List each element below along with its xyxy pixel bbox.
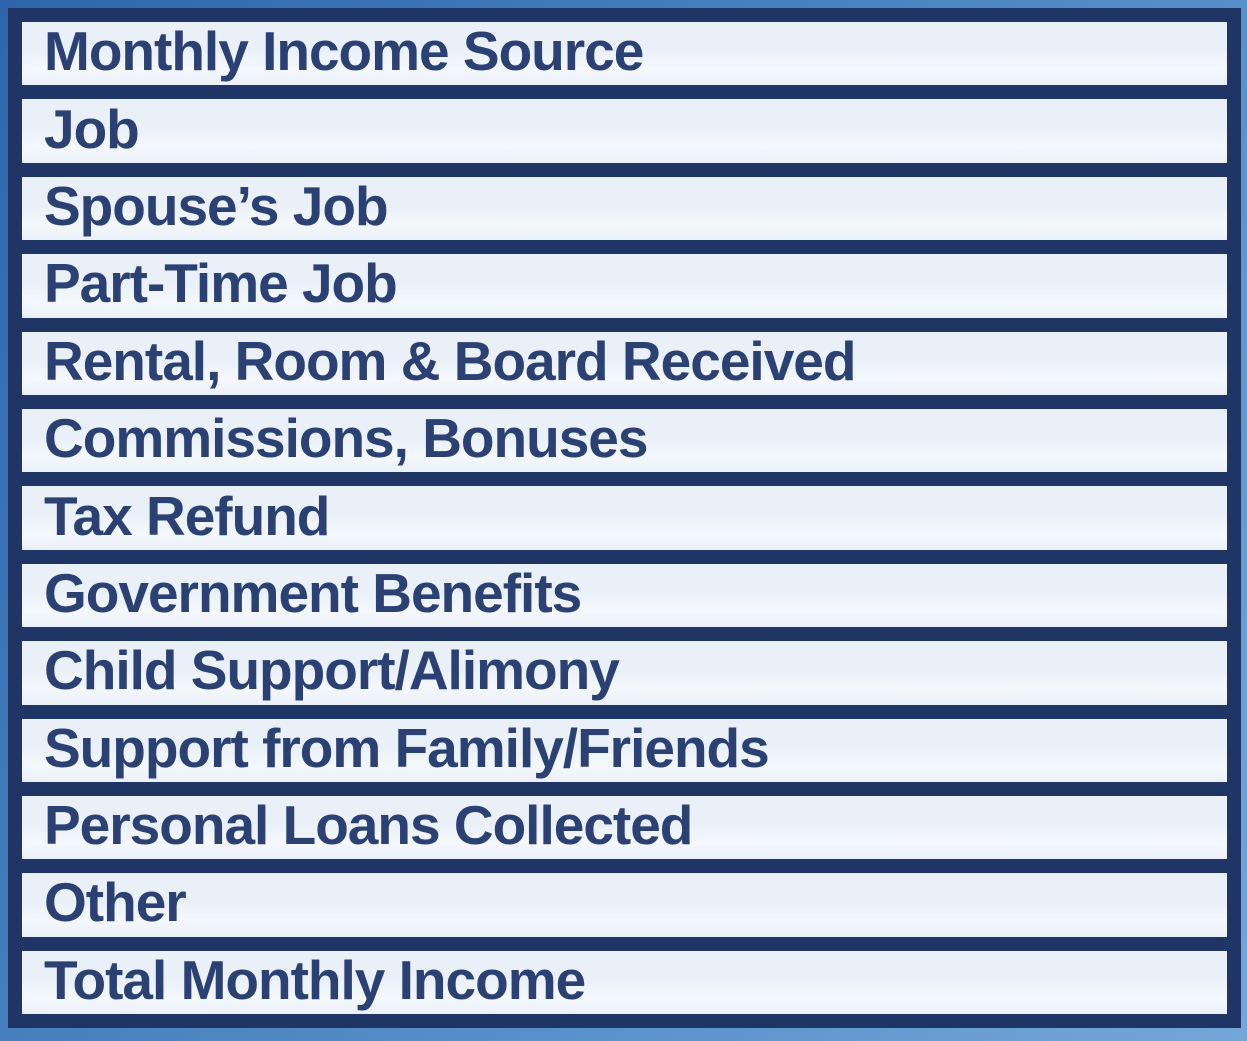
table-row: Spouse’s Job <box>22 176 1227 241</box>
table-row-label: Job <box>44 99 140 160</box>
table-row: Personal Loans Collected <box>22 795 1227 860</box>
table-row-label: Support from Family/Friends <box>44 718 770 779</box>
table-row: Support from Family/Friends <box>22 718 1227 782</box>
table-row-label: Personal Loans Collected <box>44 795 693 857</box>
table-row-label: Government Benefits <box>44 563 582 624</box>
table-row: Other <box>22 873 1227 937</box>
table-header-row: Monthly Income Source <box>22 22 1227 86</box>
table-row: Total Monthly Income <box>22 950 1227 1015</box>
table-row: Government Benefits <box>22 563 1227 628</box>
table-row-label: Tax Refund <box>44 486 330 547</box>
income-table: Monthly Income Source Job Spouse’s Job P… <box>8 8 1241 1028</box>
table-row: Job <box>22 99 1227 163</box>
table-row: Commissions, Bonuses <box>22 408 1227 473</box>
table-row-label: Rental, Room & Board Received <box>44 331 856 392</box>
table-row-label: Other <box>44 873 187 934</box>
table-row: Child Support/Alimony <box>22 641 1227 705</box>
table-row: Part-Time Job <box>22 254 1227 318</box>
table-row: Tax Refund <box>22 486 1227 550</box>
table-row: Rental, Room & Board Received <box>22 331 1227 395</box>
table-row-label: Spouse’s Job <box>44 176 389 237</box>
table-header-label: Monthly Income Source <box>44 22 644 83</box>
table-row-label: Part-Time Job <box>44 254 398 315</box>
table-row-label: Total Monthly Income <box>44 950 586 1011</box>
table-row-label: Child Support/Alimony <box>44 641 620 702</box>
table-row-label: Commissions, Bonuses <box>44 408 648 470</box>
